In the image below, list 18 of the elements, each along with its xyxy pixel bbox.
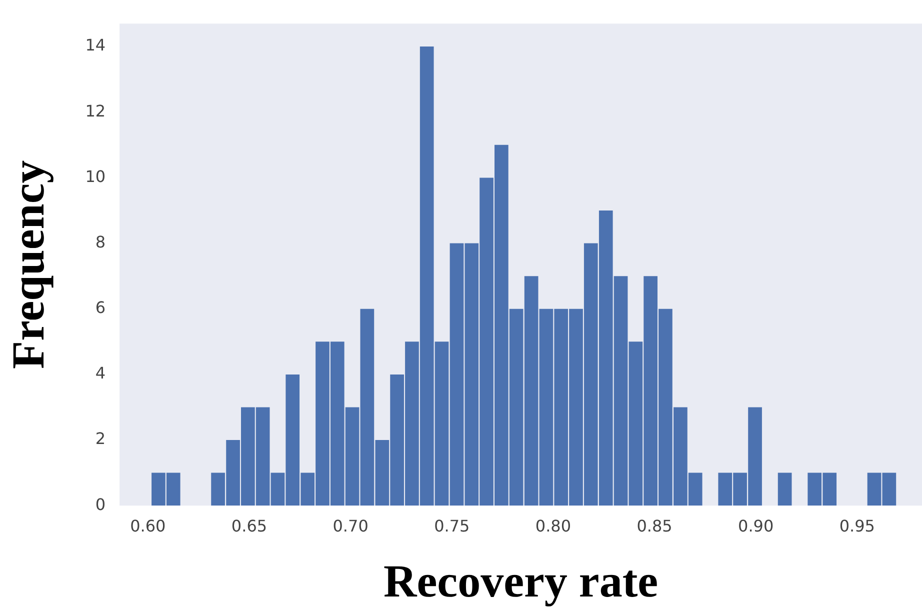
- x-tick-label: 0.60: [130, 516, 166, 536]
- x-tick-label: 0.65: [231, 516, 268, 536]
- y-tick-label: 6: [95, 298, 106, 318]
- x-axis-title: Recovery rate: [384, 555, 658, 606]
- x-tick-label: 0.70: [332, 516, 368, 536]
- y-tick-label: 0: [95, 494, 106, 514]
- x-tick-label: 0.90: [738, 516, 774, 536]
- y-tick-label: 14: [85, 36, 106, 55]
- y-tick-label: 2: [95, 429, 106, 448]
- y-tick-label: 8: [95, 232, 106, 252]
- y-axis-title: Frequency: [2, 160, 54, 369]
- x-tick-label: 0.95: [839, 516, 875, 536]
- y-tick-label: 4: [95, 364, 106, 383]
- x-tick-label: 0.80: [535, 516, 572, 536]
- x-tick-label: 0.85: [636, 516, 672, 536]
- x-tick-label: 0.75: [434, 516, 470, 536]
- y-tick-label: 12: [85, 101, 106, 120]
- y-tick-label: 10: [85, 166, 106, 186]
